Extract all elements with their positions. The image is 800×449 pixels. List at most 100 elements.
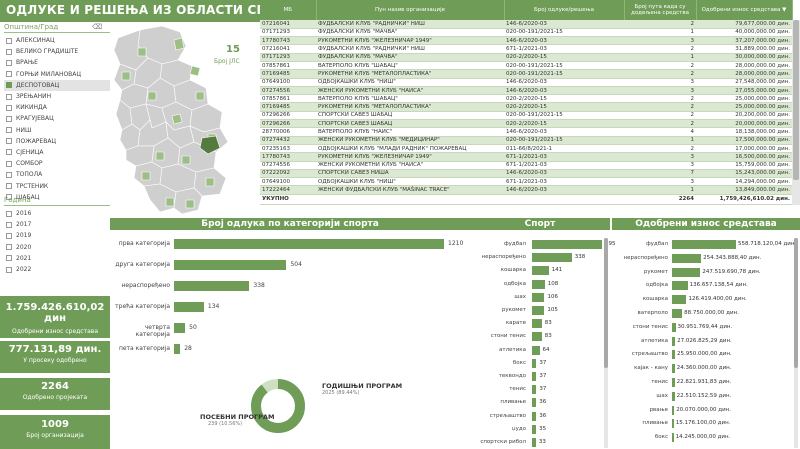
amount-bar[interactable]	[672, 253, 702, 263]
category-row[interactable]: четврта категорија 50	[110, 322, 470, 338]
table-row[interactable]: 07857861 ВАТЕРПОЛО КЛУБ "ШАБАЦ" 020-2/2020…	[260, 94, 792, 104]
municipality-option[interactable]: ВЕЛИКО ГРАДИШТЕ	[4, 46, 110, 57]
donut-slice-annual[interactable]	[251, 379, 305, 433]
sport-row[interactable]: бокс 37	[470, 357, 610, 369]
sport-bar[interactable]	[532, 279, 545, 289]
sport-row[interactable]: стони тенис 83	[470, 330, 610, 342]
amount-row[interactable]: стрељаштво 25.950.000,00 дин.	[612, 348, 752, 360]
sport-bar[interactable]	[532, 332, 542, 342]
checkbox[interactable]	[6, 127, 12, 134]
amount-row[interactable]: кајак - кану 24.360.000,00 дин.	[612, 362, 752, 374]
category-bar[interactable]	[174, 344, 181, 354]
category-row[interactable]: нераспоређено 338	[110, 280, 470, 292]
amount-bar[interactable]	[672, 281, 688, 291]
category-row[interactable]: друга категорија 504	[110, 259, 470, 271]
sport-bar[interactable]	[532, 292, 545, 302]
sport-row[interactable]: стрељаштво 36	[470, 410, 610, 422]
sport-bar[interactable]	[532, 411, 537, 421]
table-row[interactable]: 07274432 ЖЕНСКИ РУКОМЕТНИ КЛУБ "МЕДИЦИНАР…	[260, 136, 792, 145]
amount-row[interactable]: одбојка 136.657.138,54 дин.	[612, 279, 752, 291]
checkbox[interactable]	[6, 37, 12, 44]
category-bar[interactable]	[174, 302, 204, 312]
amount-bar[interactable]	[672, 322, 676, 332]
sport-bar[interactable]	[532, 306, 545, 315]
checkbox[interactable]	[6, 160, 12, 167]
sport-row[interactable]: теквондо 37	[470, 370, 610, 382]
year-option[interactable]: 2016	[4, 208, 110, 219]
table-scrollbar-thumb[interactable]	[793, 20, 799, 180]
category-bar[interactable]	[174, 281, 250, 291]
municipality-option[interactable]: ДЕСПОТОВАЦ	[4, 79, 110, 91]
category-row[interactable]: пета категорија 28	[110, 343, 470, 355]
sport-bar[interactable]	[532, 266, 549, 276]
municipality-option[interactable]: ГОРЊИ МИЛАНОВАЦ	[4, 69, 110, 80]
municipality-option[interactable]: ТРСТЕНИК	[4, 180, 110, 191]
sport-row[interactable]: кошарка 141	[470, 264, 610, 276]
municipality-option[interactable]: ШАБАЦ	[4, 192, 110, 203]
sport-bar[interactable]	[532, 345, 540, 355]
municipality-option[interactable]: СОМБОР	[4, 158, 110, 169]
municipality-option[interactable]: НИШ	[4, 125, 110, 136]
table-scrollbar[interactable]	[792, 20, 800, 205]
municipality-option[interactable]: КИКИНДА	[4, 102, 110, 113]
sport-row[interactable]: тенис 37	[470, 383, 610, 395]
table-row[interactable]: 07171293 ФУДБАЛСКИ КЛУБ "МАЧВА" 020-00-191…	[260, 28, 792, 38]
amount-row[interactable]: рвање 20.070.000,00 дин.	[612, 404, 752, 416]
sport-bar[interactable]	[532, 358, 537, 368]
year-option[interactable]: 2021	[4, 253, 110, 264]
sport-bar[interactable]	[532, 240, 602, 249]
checkbox[interactable]	[6, 171, 12, 178]
sport-bar[interactable]	[532, 385, 537, 395]
sport-bar[interactable]	[532, 424, 537, 434]
checkbox[interactable]	[6, 149, 12, 156]
checkbox[interactable]	[6, 244, 12, 251]
sport-row[interactable]: атлетика 64	[470, 344, 610, 356]
amount-row[interactable]: стони тенис 30.951.769,44 дин.	[612, 321, 752, 333]
sport-row[interactable]: рукомет 105	[470, 304, 610, 316]
amount-bar[interactable]	[672, 391, 675, 401]
amount-row[interactable]: пливање 15.176.100,00 дин.	[612, 417, 752, 429]
serbia-map[interactable]	[112, 26, 242, 216]
table-row[interactable]: 07857861 ВАТЕРПОЛО КЛУБ "ШАБАЦ" 020-00-191…	[260, 61, 792, 71]
checkbox[interactable]	[6, 194, 12, 201]
amount-bar[interactable]	[672, 267, 701, 277]
sport-row[interactable]: карате 83	[470, 317, 610, 329]
amount-row[interactable]: фудбал 558.718.120,04 дин.	[612, 238, 796, 250]
amount-bar[interactable]	[672, 433, 674, 443]
amount-bar[interactable]	[672, 378, 675, 387]
checkbox[interactable]	[6, 266, 12, 273]
checkbox[interactable]	[6, 82, 12, 89]
table-row[interactable]: 28770006 ВАТЕРПОЛО КЛУБ "НАИС" 146-6/2020-…	[260, 127, 792, 137]
table-row[interactable]: 17222464 ЖЕНСКИ ФУДБАЛСКИ КЛУБ "MAŠINAC T…	[260, 185, 792, 195]
sport-row[interactable]: спортски рибол 33	[470, 436, 610, 448]
column-header[interactable]: МБ	[260, 0, 317, 20]
sport-row[interactable]: нераспоређено 338	[470, 251, 610, 263]
sport-row[interactable]: шах 106	[470, 291, 610, 303]
amount-bar[interactable]	[672, 240, 736, 249]
table-row[interactable]: 07222092 СПОРТСКИ САВЕЗ НИША 146-6/2020-03…	[260, 169, 792, 179]
amount-row[interactable]: тенис 22.821.931,83 дин.	[612, 376, 752, 388]
checkbox[interactable]	[6, 48, 12, 55]
amount-row[interactable]: шах 22.510.152,59 дин.	[612, 390, 752, 402]
category-row[interactable]: прва категорија 1210	[110, 238, 470, 250]
amount-row[interactable]: рукомет 247.519.690,78 дин.	[612, 266, 761, 278]
checkbox[interactable]	[6, 115, 12, 122]
checkbox[interactable]	[6, 71, 12, 78]
amount-chart-scrollbar-thumb[interactable]	[794, 238, 798, 368]
table-row[interactable]: 07216041 ФУДБАЛСКИ КЛУБ "РАДНИЧКИ" НИШ 671…	[260, 44, 792, 54]
table-row[interactable]: 07296266 СПОРТСКИ САВЕЗ ШАБАЦ 020-00-191/2…	[260, 111, 792, 121]
table-row[interactable]: 07649100 ОДБОЈКАШКИ КЛУБ "НИШ" 671-1/2021-…	[260, 177, 792, 187]
checkbox[interactable]	[6, 183, 12, 190]
municipality-option[interactable]: ЗРЕЊАНИН	[4, 91, 110, 102]
amount-bar[interactable]	[672, 419, 674, 429]
checkbox[interactable]	[6, 232, 12, 239]
column-header[interactable]: Број одлуке/решења	[504, 0, 625, 20]
table-row[interactable]: 07296266 СПОРТСКИ САВЕЗ ШАБАЦ 020-2/2020-1…	[260, 119, 792, 129]
program-donut-chart[interactable]	[248, 376, 308, 436]
checkbox[interactable]	[6, 138, 12, 145]
sport-bar[interactable]	[532, 398, 537, 408]
table-row[interactable]: 07274556 ЖЕНСКИ РУКОМЕТНИ КЛУБ "НАИСА" 671…	[260, 161, 792, 170]
sport-chart-scrollbar-thumb[interactable]	[604, 238, 608, 368]
table-row[interactable]: 17780743 РУКОМЕТНИ КЛУБ "ЖЕЛЕЗНИЧАР 1949"…	[260, 152, 792, 162]
checkbox[interactable]	[6, 221, 12, 228]
